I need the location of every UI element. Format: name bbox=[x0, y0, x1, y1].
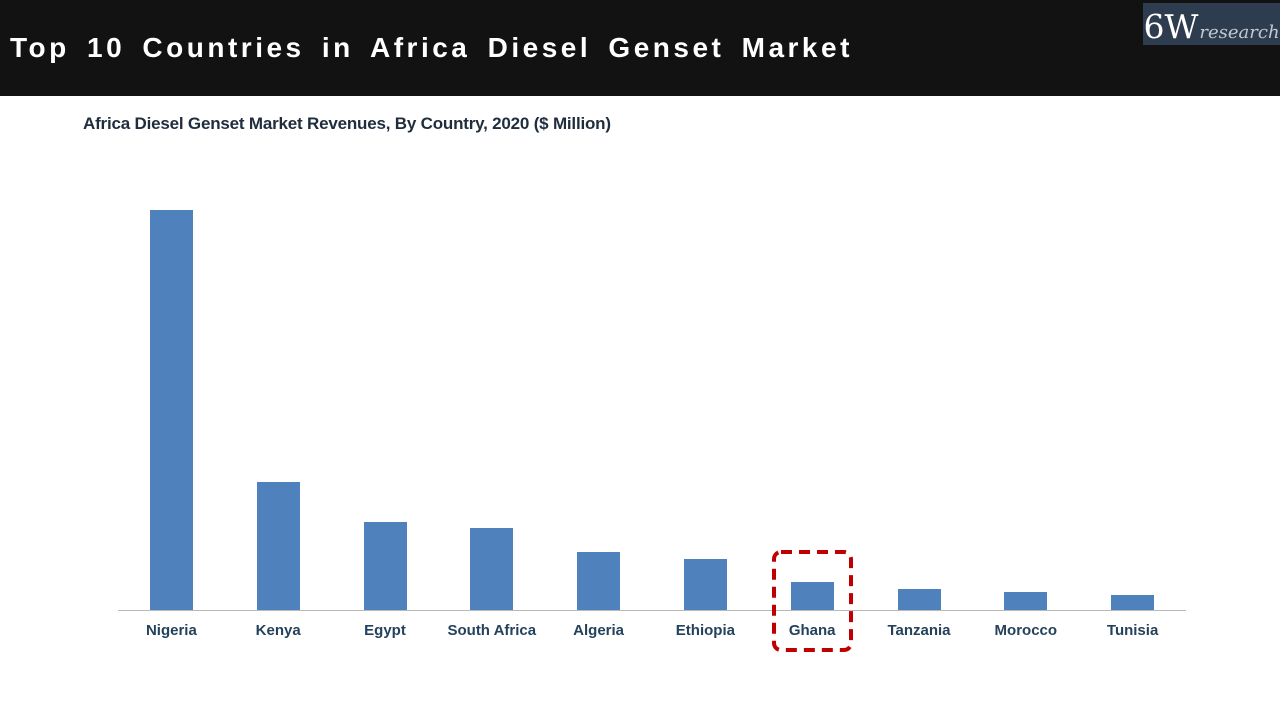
x-axis-label-tanzania: Tanzania bbox=[887, 622, 951, 639]
bar-kenya bbox=[256, 482, 300, 610]
bar-tunisia bbox=[1111, 595, 1155, 610]
x-axis-label-kenya: Kenya bbox=[255, 622, 301, 639]
x-axis-label-algeria: Algeria bbox=[573, 622, 625, 639]
logo-brand-text: 6W bbox=[1143, 7, 1199, 45]
bar-tanzania bbox=[897, 589, 941, 610]
x-axis-label-ethiopia: Ethiopia bbox=[675, 622, 735, 639]
bar-south-africa bbox=[470, 528, 514, 610]
x-axis-line bbox=[118, 610, 1186, 611]
x-axis-label-egypt: Egypt bbox=[364, 622, 406, 639]
header-banner: Top 10 Countries in Africa Diesel Genset… bbox=[0, 0, 1280, 96]
bar-ethiopia bbox=[683, 559, 727, 610]
x-axis-label-morocco: Morocco bbox=[994, 622, 1058, 639]
bar-morocco bbox=[1004, 592, 1048, 610]
x-axis-label-tunisia: Tunisia bbox=[1106, 622, 1159, 639]
logo-suffix-text: research bbox=[1199, 22, 1280, 43]
bar-algeria bbox=[577, 552, 621, 610]
chart-title: Africa Diesel Genset Market Revenues, By… bbox=[83, 114, 611, 133]
6w-research-logo: 6W research bbox=[1143, 3, 1280, 45]
bar-ghana bbox=[790, 582, 834, 610]
page-title: Top 10 Countries in Africa Diesel Genset… bbox=[10, 32, 853, 63]
x-axis-label-nigeria: Nigeria bbox=[145, 622, 197, 639]
bar-nigeria bbox=[149, 210, 193, 610]
x-axis-label-south-africa: South Africa bbox=[447, 622, 537, 639]
bar-egypt bbox=[363, 522, 407, 610]
